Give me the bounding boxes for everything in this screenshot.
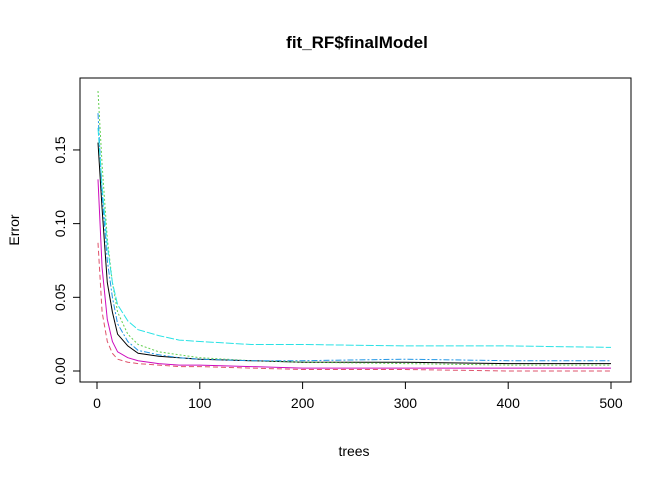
chart-title: fit_RF$finalModel xyxy=(286,33,428,52)
series-line-5 xyxy=(97,127,612,348)
series-line-2 xyxy=(97,242,611,372)
y-axis: 0.00 0.05 0.10 0.15 xyxy=(52,136,81,385)
x-tick-label: 500 xyxy=(599,395,623,411)
x-tick-label: 0 xyxy=(93,395,101,411)
x-axis: 0 100 200 300 400 500 xyxy=(93,381,623,411)
x-tick-label: 300 xyxy=(394,395,418,411)
y-tick-label: 0.15 xyxy=(52,136,68,163)
series-line-6 xyxy=(97,179,611,369)
y-tick-label: 0.10 xyxy=(52,210,68,237)
y-axis-label: Error xyxy=(6,214,22,245)
x-tick-label: 200 xyxy=(291,395,315,411)
x-tick-label: 400 xyxy=(497,395,521,411)
series-line-3 xyxy=(97,90,611,366)
series-line-1 xyxy=(97,142,611,365)
series-line-4 xyxy=(97,113,611,362)
x-tick-label: 100 xyxy=(188,395,212,411)
y-tick-label: 0.00 xyxy=(52,357,68,384)
y-tick-label: 0.05 xyxy=(52,283,68,310)
x-axis-label: trees xyxy=(338,443,369,459)
series-layer xyxy=(97,90,612,372)
